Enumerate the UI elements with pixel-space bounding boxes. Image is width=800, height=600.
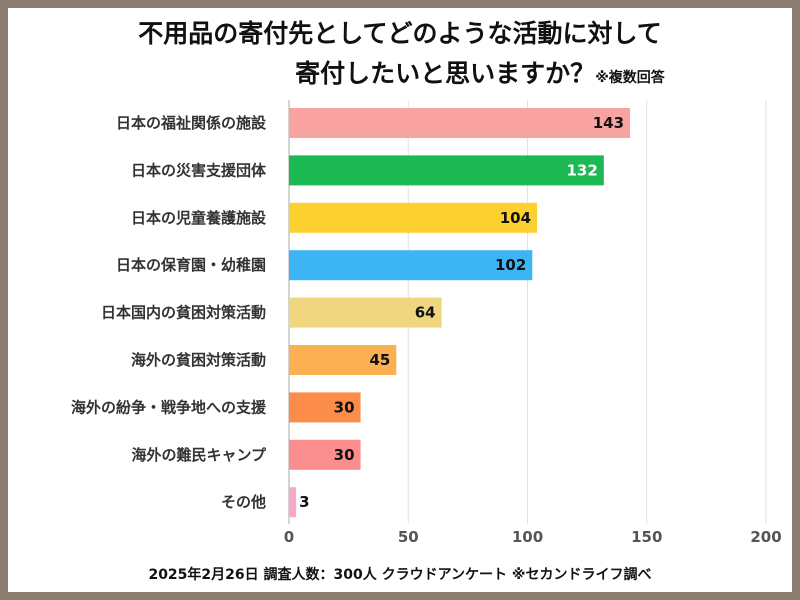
x-tick-label: 50 <box>398 528 419 546</box>
category-label: 日本の福祉関係の施設 <box>116 114 267 132</box>
value-label: 30 <box>334 398 355 416</box>
value-label: 64 <box>415 304 436 322</box>
bar <box>289 487 297 518</box>
footer-note: 2025年2月26日 調査人数：300人 クラウドアンケート ※セカンドライフ調… <box>148 567 652 583</box>
bar <box>289 297 442 328</box>
bar <box>289 345 397 375</box>
bars <box>289 108 631 518</box>
x-tick-label: 100 <box>512 528 543 546</box>
title-note: ※複数回答 <box>595 70 665 86</box>
value-labels: 143 132 104 102 64 45 30 30 3 <box>299 114 624 511</box>
value-label: 102 <box>495 256 526 274</box>
category-label: 日本の保育園・幼稚園 <box>116 256 266 274</box>
x-tick-label: 150 <box>631 528 662 546</box>
category-label: 日本の児童養護施設 <box>131 209 267 227</box>
category-label: 海外の紛争・戦争地への支援 <box>71 398 267 416</box>
category-label: 日本国内の貧困対策活動 <box>101 304 266 322</box>
bar <box>289 108 631 138</box>
bar <box>289 439 361 470</box>
bar <box>289 392 361 423</box>
x-tick-label: 200 <box>750 528 781 546</box>
category-label: 海外の難民キャンプ <box>131 446 267 464</box>
category-label: その他 <box>221 493 266 511</box>
title-line-2: 寄付したいと思いますか？ <box>295 59 596 88</box>
title-line-1: 不用品の寄付先としてどのような活動に対して <box>138 19 662 48</box>
bar <box>289 155 604 186</box>
bar <box>289 202 538 233</box>
x-tick-labels: 0 50 100 150 200 <box>284 528 782 546</box>
value-label: 30 <box>334 446 355 464</box>
category-labels: 日本の福祉関係の施設日本の災害支援団体日本の児童養護施設日本の保育園・幼稚園日本… <box>71 114 267 511</box>
bar <box>289 250 533 281</box>
value-label: 143 <box>593 114 624 132</box>
value-label: 3 <box>299 493 309 511</box>
value-label: 104 <box>500 209 531 227</box>
chart-title: 不用品の寄付先としてどのような活動に対して 寄付したいと思いますか？※複数回答 <box>0 14 800 98</box>
x-tick-label: 0 <box>284 528 294 546</box>
value-label: 132 <box>567 161 598 179</box>
category-label: 日本の災害支援団体 <box>131 161 267 179</box>
value-label: 45 <box>369 351 390 369</box>
category-label: 海外の貧困対策活動 <box>131 351 266 369</box>
